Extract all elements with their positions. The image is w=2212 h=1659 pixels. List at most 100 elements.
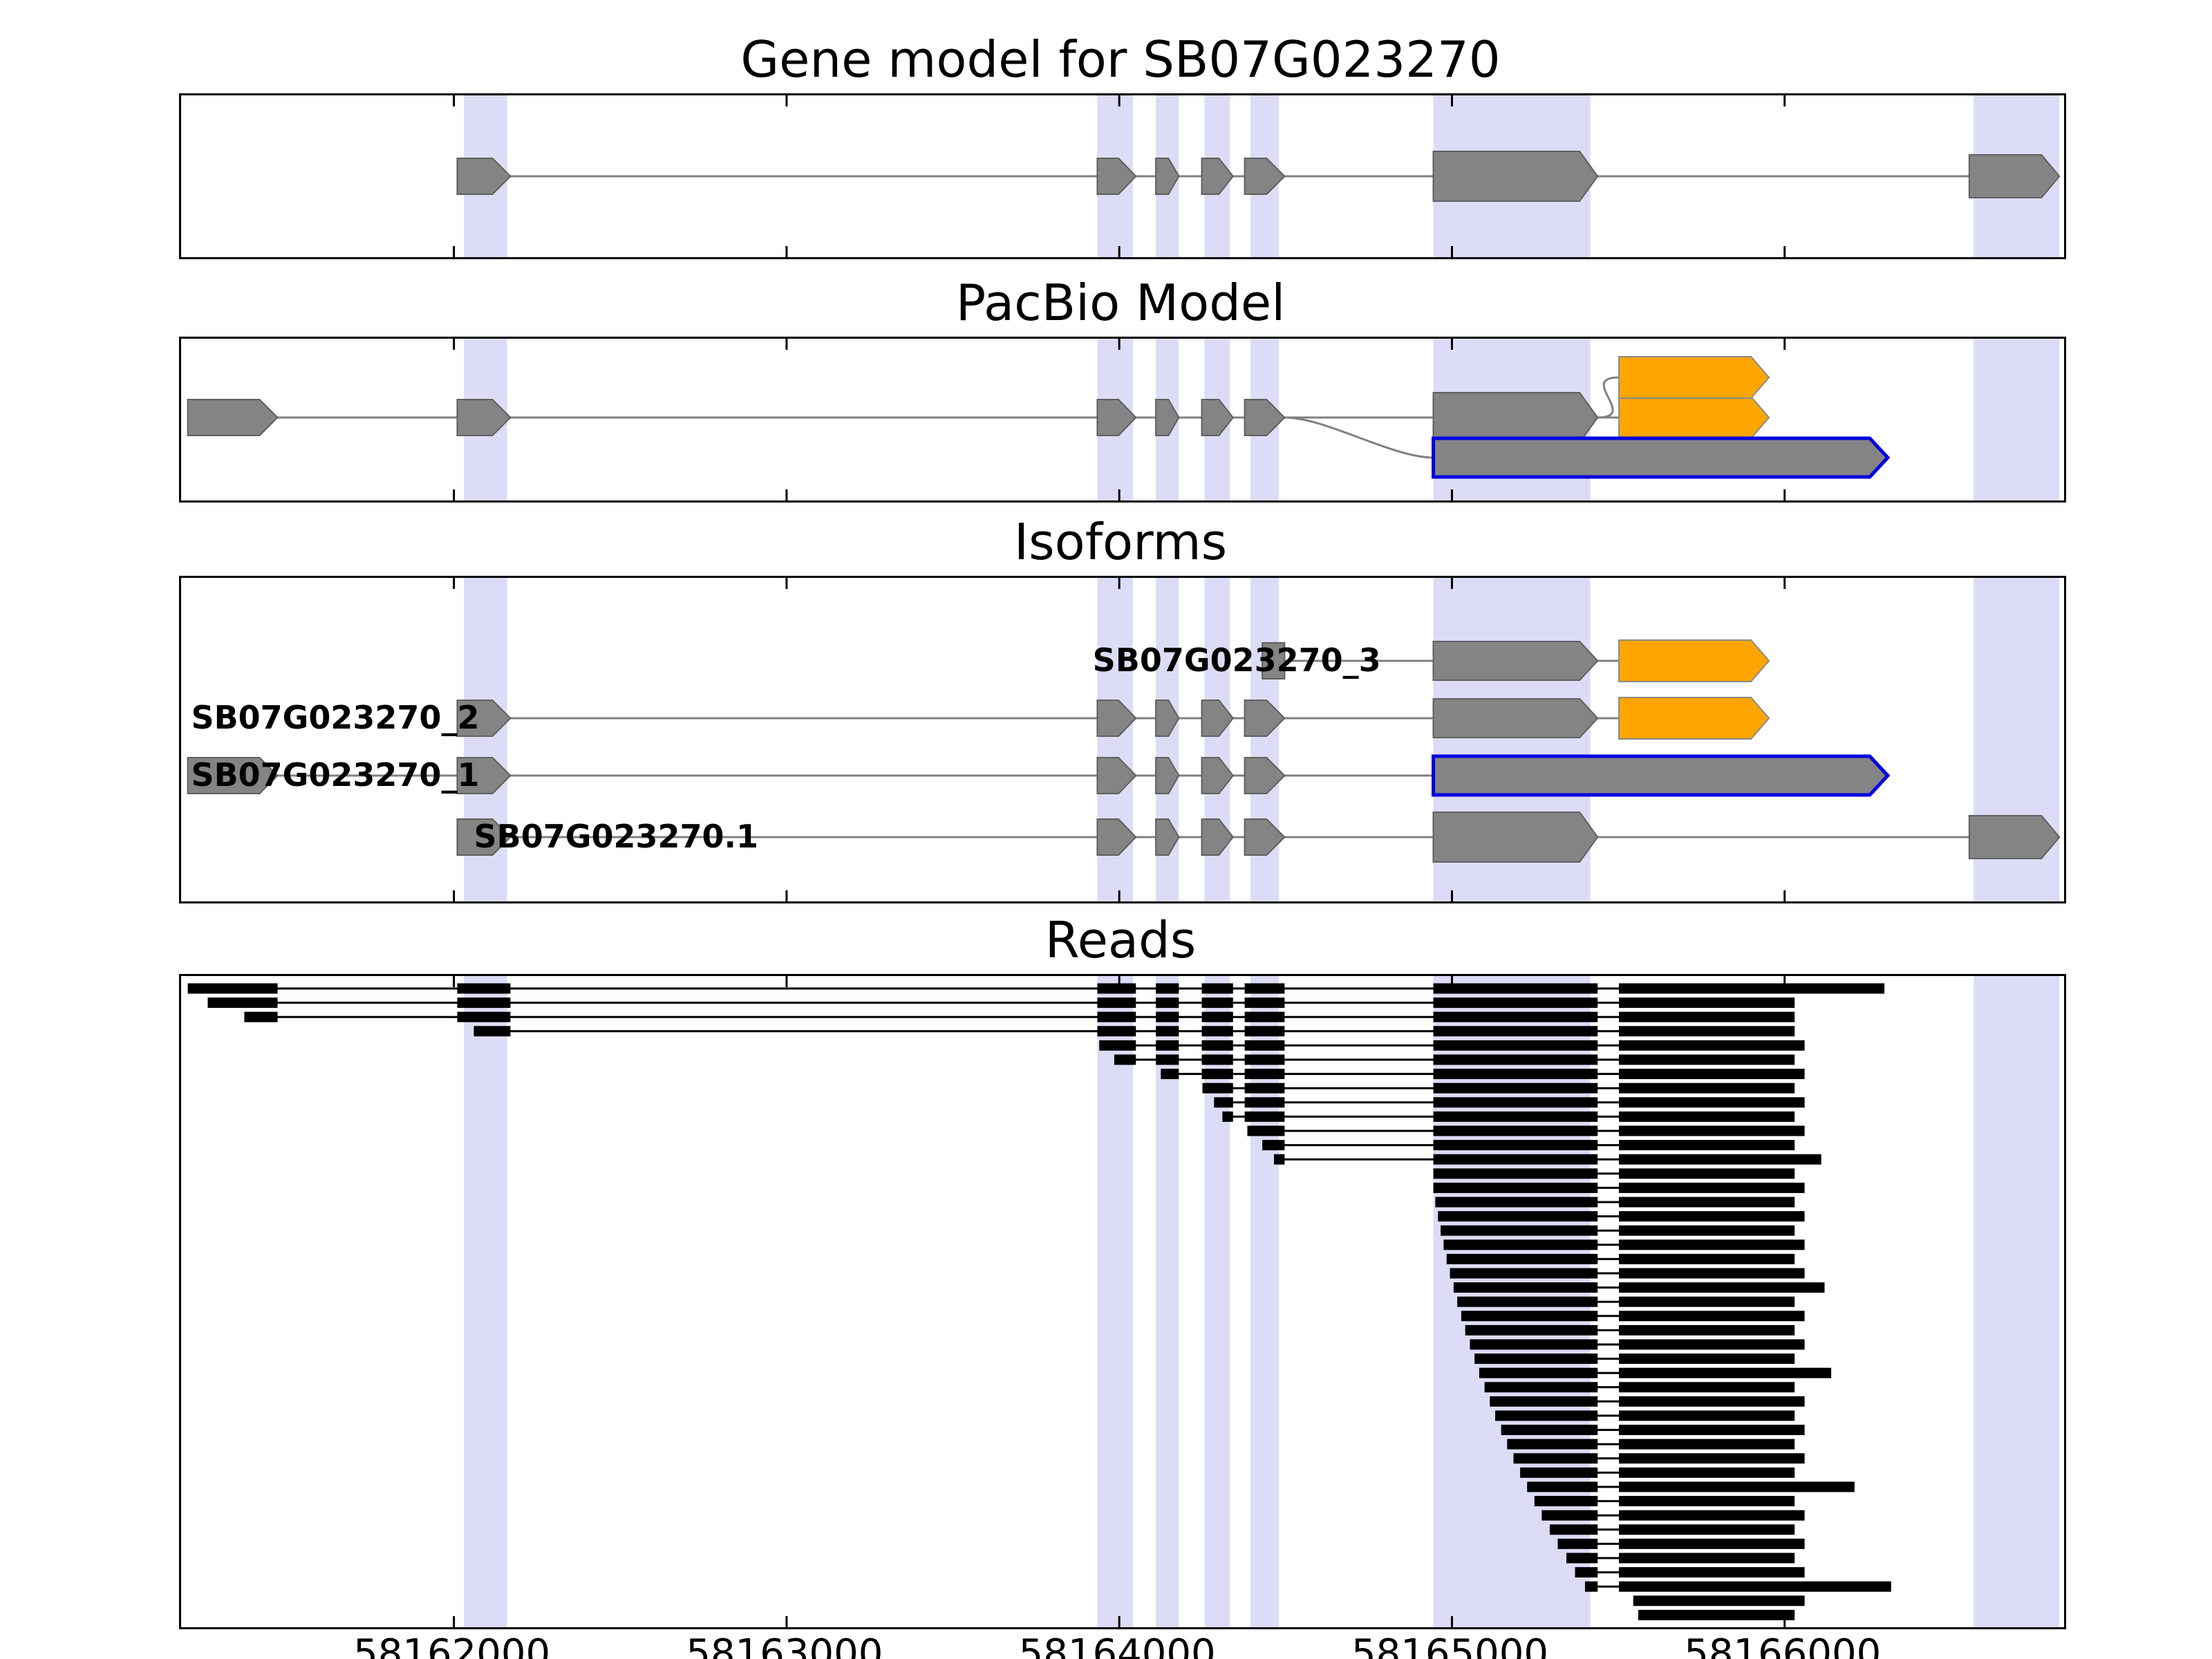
read-segment — [1501, 1425, 1598, 1436]
exon-feature — [1432, 392, 1599, 443]
panel-pacbio-model — [179, 337, 2066, 503]
blue-outline-exon-arrow — [1432, 754, 1891, 797]
read-segment — [1619, 1239, 1805, 1250]
read-segment — [1619, 1524, 1795, 1535]
read-segment — [1484, 1382, 1598, 1393]
read-segment — [1619, 1296, 1795, 1307]
exon-feature — [1096, 757, 1137, 794]
panel-title-reads: Reads — [1044, 911, 1197, 969]
exon-feature — [1432, 812, 1599, 863]
read-segment — [1575, 1567, 1598, 1578]
read-segment — [1438, 1211, 1598, 1222]
read-segment — [1619, 1367, 1832, 1378]
read-segment — [1273, 1154, 1285, 1165]
read-segment — [1201, 1069, 1233, 1080]
read-segment — [1534, 1496, 1598, 1507]
read-segment — [1619, 1069, 1805, 1080]
read-segment — [1619, 997, 1795, 1009]
read-segment — [1619, 1253, 1795, 1264]
read-segment — [1490, 1396, 1598, 1407]
read-segment — [1244, 1040, 1285, 1051]
read-segment — [1479, 1367, 1598, 1378]
x-tick-label: 58163000 — [686, 1631, 883, 1659]
read-segment — [1433, 1125, 1598, 1136]
read-segment — [457, 997, 511, 1009]
exon-feature — [1244, 700, 1286, 737]
read-segment — [1433, 1182, 1598, 1193]
read-segment — [1619, 1382, 1795, 1393]
orange-exon-arrow — [1618, 396, 1770, 439]
read-segment — [1244, 1111, 1285, 1122]
read-segment — [1619, 1040, 1805, 1051]
exon-feature — [1155, 818, 1180, 856]
read-segment — [1619, 1125, 1805, 1136]
read-segment — [1214, 1097, 1233, 1108]
read-segment — [1446, 1253, 1598, 1264]
exon-feature — [1968, 154, 2061, 198]
read-segment — [1156, 997, 1179, 1009]
read-segment — [244, 1011, 278, 1022]
exon-feature — [456, 818, 512, 856]
read-segment — [1433, 997, 1598, 1009]
exon-feature — [187, 757, 279, 794]
read-segment — [1201, 1054, 1233, 1065]
read-segment — [1450, 1268, 1598, 1279]
panel-title-pacbio-model: PacBio Model — [955, 274, 1286, 332]
x-tick-label: 58162000 — [353, 1631, 551, 1659]
read-segment — [1244, 983, 1285, 994]
read-segment — [1156, 1040, 1179, 1051]
read-segment — [1584, 1581, 1598, 1592]
read-segment — [1541, 1510, 1598, 1521]
read-segment — [1244, 1054, 1285, 1065]
read-segment — [1201, 997, 1233, 1009]
read-segment — [1619, 1211, 1805, 1222]
read-segment — [1470, 1339, 1598, 1350]
orange-exon-arrow — [1618, 697, 1770, 740]
read-segment — [1619, 1011, 1795, 1022]
read-segment — [1244, 997, 1285, 1009]
read-segment — [1244, 1097, 1285, 1108]
splice-connector — [1284, 416, 1434, 459]
read-segment — [1474, 1353, 1598, 1365]
orange-exon-arrow — [1618, 356, 1770, 399]
exon-feature — [187, 399, 279, 436]
read-segment — [1433, 1054, 1598, 1065]
exon-feature — [456, 399, 512, 436]
read-segment — [1443, 1239, 1598, 1250]
read-segment — [1097, 1011, 1136, 1022]
read-segment — [1097, 1026, 1136, 1037]
exon-feature — [1096, 399, 1137, 436]
read-segment — [1619, 1396, 1805, 1407]
read-segment — [1619, 1467, 1795, 1478]
exon-feature — [1244, 158, 1286, 195]
exon-feature — [1155, 158, 1180, 195]
isoform-label: SB07G023270.1 — [474, 818, 758, 855]
x-tick-label: 58164000 — [1018, 1631, 1216, 1659]
read-segment — [1619, 1324, 1795, 1335]
exon-feature — [1201, 399, 1235, 436]
read-segment — [1433, 1140, 1598, 1151]
highlight-region — [1097, 976, 1133, 1627]
pacbio_model-canvas — [187, 339, 2060, 500]
read-segment — [1638, 1609, 1795, 1620]
read-segment — [1619, 1282, 1825, 1293]
read-segment — [1433, 1168, 1598, 1179]
read-segment — [1202, 1082, 1233, 1094]
read-segment — [1156, 1011, 1179, 1022]
read-segment — [1244, 1082, 1285, 1094]
read-segment — [1201, 1011, 1233, 1022]
read-segment — [1099, 1040, 1136, 1051]
read-segment — [1549, 1524, 1598, 1535]
splice-connector — [1597, 376, 1620, 419]
read-segment — [1222, 1111, 1233, 1122]
read-segment — [1619, 1097, 1805, 1108]
exon-feature — [1155, 757, 1180, 794]
gene_model-canvas — [453, 95, 2061, 257]
read-segment — [1201, 983, 1233, 994]
read-segment — [1262, 1140, 1285, 1151]
read-segment — [457, 1011, 511, 1022]
read-segment — [1461, 1311, 1598, 1322]
read-segment — [1619, 1438, 1795, 1450]
read-segment — [1619, 1311, 1805, 1322]
